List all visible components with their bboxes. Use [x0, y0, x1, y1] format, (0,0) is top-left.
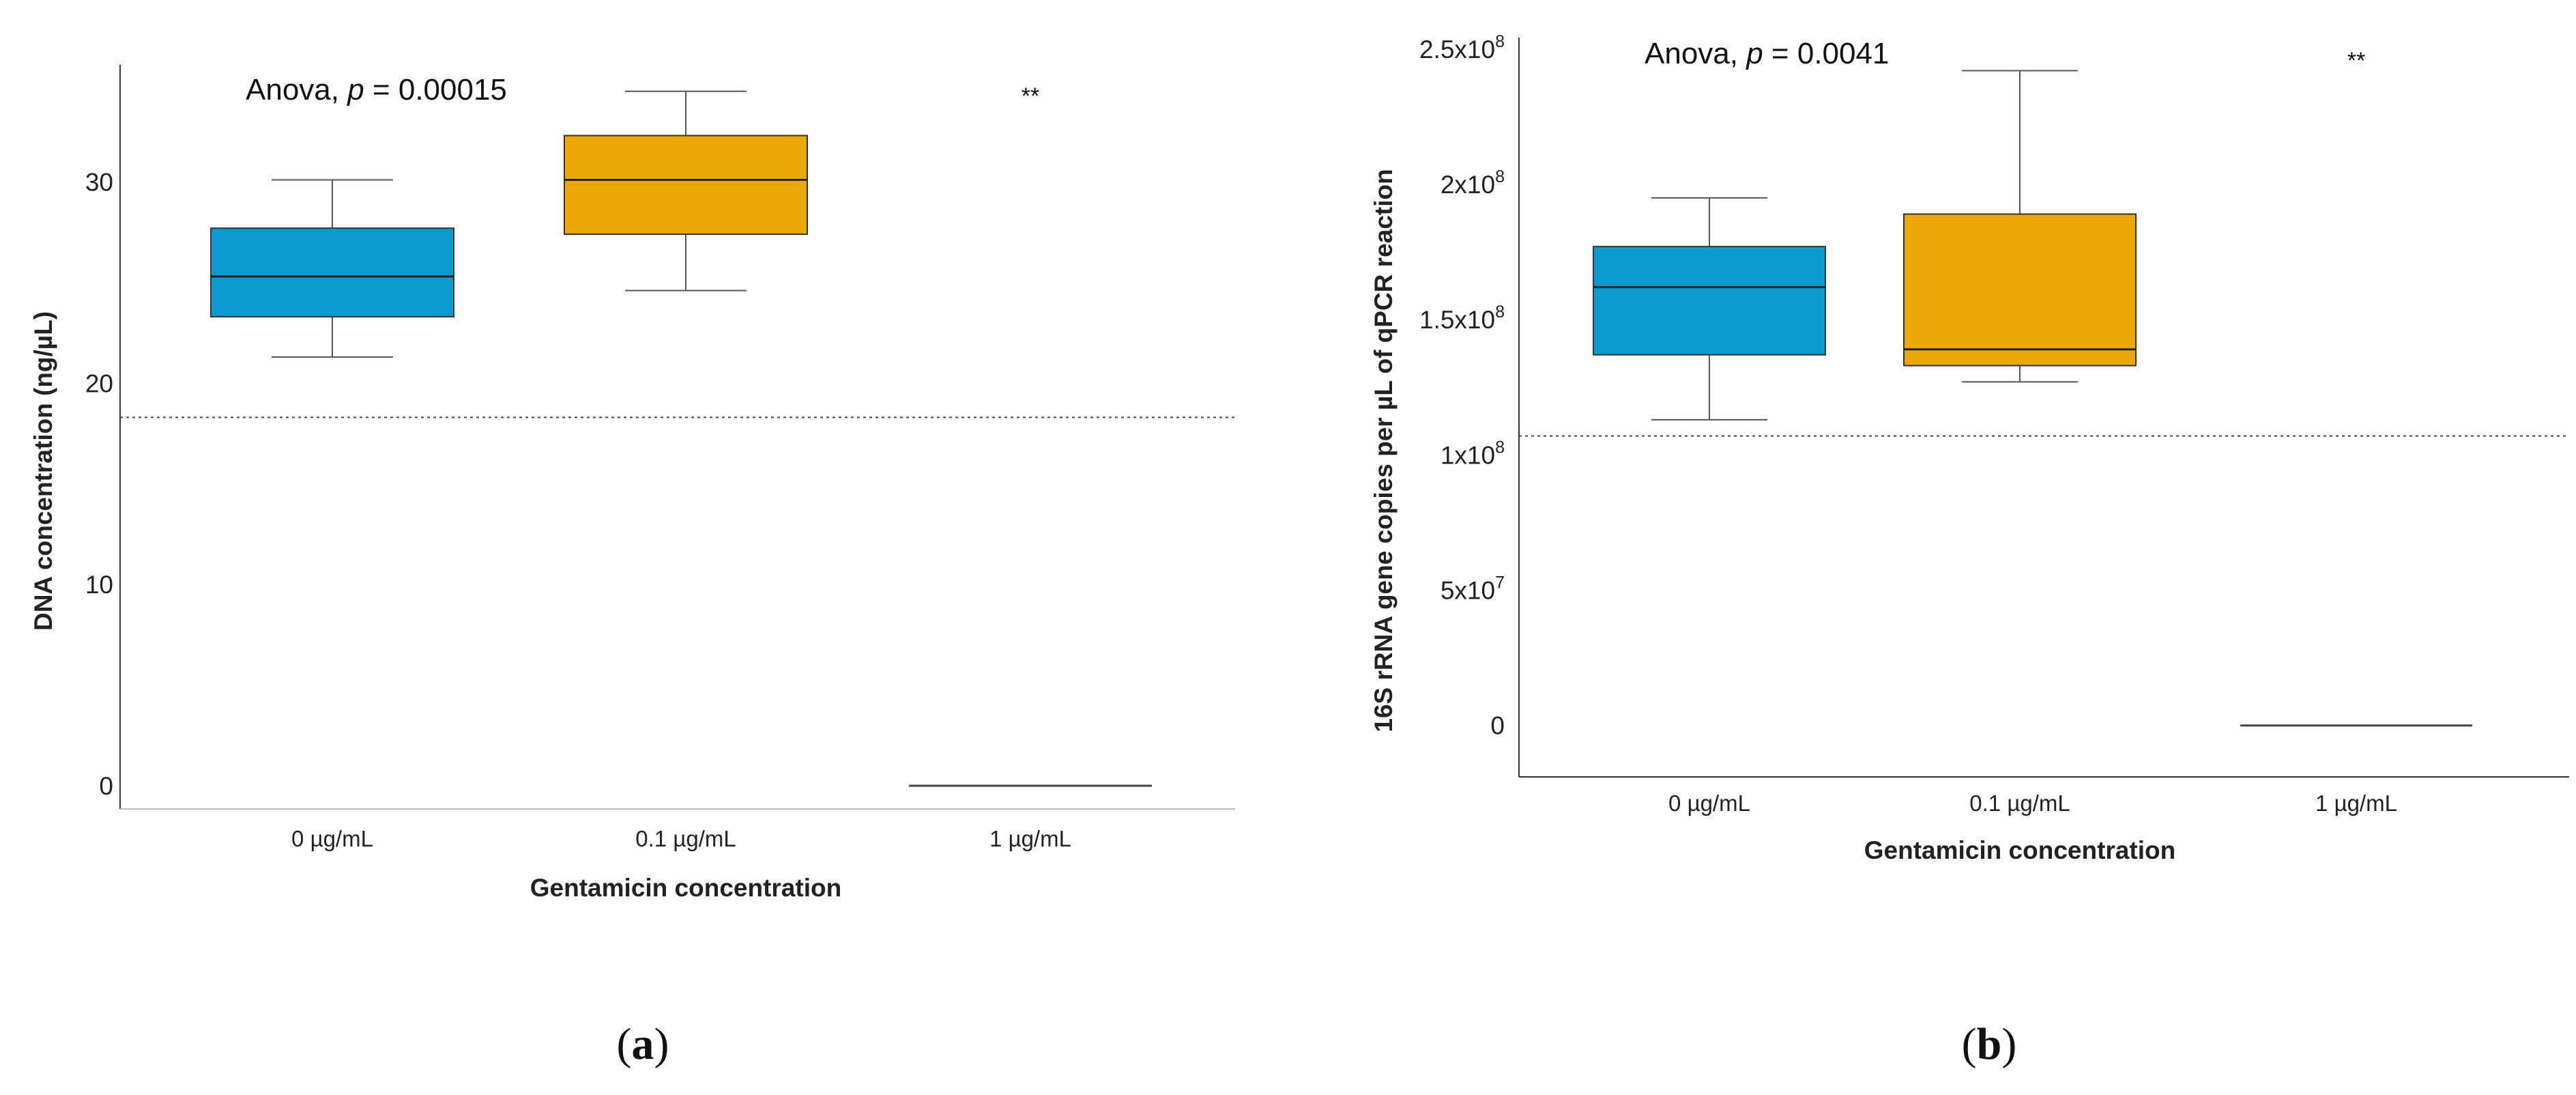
panel-b-y-tick-label: 0 — [1490, 712, 1505, 740]
panel-b-label: (b) — [1962, 1019, 2017, 1069]
panel-b-box-group — [1903, 70, 2137, 383]
panel-a-significance-stars: ** — [1022, 83, 1039, 109]
panel-a-box-iqr — [210, 227, 454, 317]
panel-b-x-tick-label: 1 µg/mL — [2315, 791, 2397, 816]
panel-a-label: (a) — [617, 1019, 669, 1069]
panel-a-y-axis-title: DNA concentration (ng/µL) — [29, 311, 57, 631]
panel-b-y-axis-title: 16S rRNA gene copies per µL of qPCR reac… — [1370, 169, 1398, 732]
panel-b-box-iqr — [1903, 213, 2137, 367]
panel-a-y-tick-label: 30 — [85, 168, 113, 196]
panel-a: 0 10 20 30 0 µg/mL 0.1 µg/mL 1 µg/mL Anova, p… — [29, 65, 1235, 1069]
panel-a-y-tick-label: 20 — [85, 369, 113, 397]
panel-a-x-tick-label: 0 µg/mL — [291, 826, 373, 851]
panel-b-x-tick-label: 0 µg/mL — [1668, 791, 1750, 816]
panel-b-box-iqr — [1593, 246, 1826, 356]
panel-a-box-iqr — [564, 134, 808, 236]
panel-b-anova-annotation: Anova, p = 0.0041 — [1645, 37, 1889, 70]
panel-b: 0 5x107 1x108 1.5x108 2x108 2.5x108 0 µg/mL 0.… — [1370, 32, 2569, 1069]
panel-b-significance-stars: ** — [2347, 48, 2365, 74]
panel-b-y-tick-label: 1x108 — [1441, 438, 1505, 469]
panel-a-box-group — [210, 179, 454, 358]
panel-b-y-tick-label: 1.5x108 — [1419, 302, 1505, 334]
panel-a-anova-annotation: Anova, p = 0.00015 — [246, 73, 507, 106]
panel-a-box-group — [564, 90, 808, 291]
panel-b-y-tick-label: 5x107 — [1441, 573, 1505, 605]
panel-b-x-tick-label: 0.1 µg/mL — [1969, 791, 2070, 816]
panel-b-box-group — [1593, 197, 1826, 421]
panel-a-y-tick-label: 0 — [99, 772, 113, 800]
panel-a-x-tick-label: 0.1 µg/mL — [635, 826, 736, 851]
panel-b-y-tick-label: 2x108 — [1441, 167, 1505, 199]
panel-a-x-axis-title: Gentamicin concentration — [530, 874, 841, 902]
panel-a-y-tick-label: 10 — [85, 571, 113, 599]
panel-a-x-tick-label: 1 µg/mL — [989, 826, 1071, 851]
panel-b-y-tick-label: 2.5x108 — [1419, 32, 1505, 63]
panel-b-x-axis-title: Gentamicin concentration — [1864, 836, 2175, 864]
